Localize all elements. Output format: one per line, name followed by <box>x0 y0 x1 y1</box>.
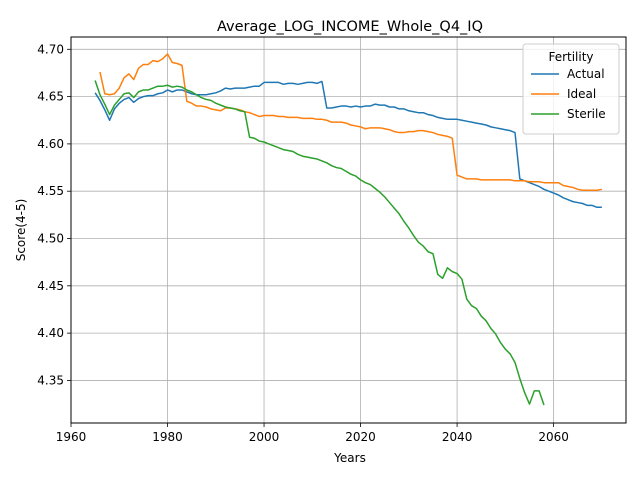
x-tick-label: 2060 <box>538 430 569 444</box>
series-line-actual <box>94 80 602 209</box>
series-line-sterile <box>94 80 545 406</box>
y-axis-label: Score(4-5) <box>14 199 28 262</box>
chart-title: Average_LOG_INCOME_Whole_Q4_IQ <box>217 19 483 35</box>
x-tick-label: 2020 <box>345 430 376 444</box>
x-tick-label: 2040 <box>442 430 473 444</box>
legend-label-sterile: Sterile <box>567 107 606 121</box>
y-tick-label: 4.65 <box>37 90 64 104</box>
legend-box <box>522 43 620 135</box>
x-tick-label: 1980 <box>152 430 183 444</box>
series-lines <box>94 53 603 406</box>
y-tick-label: 4.55 <box>37 184 64 198</box>
y-tick-label: 4.50 <box>37 232 64 246</box>
x-axis-label: Years <box>333 451 366 465</box>
y-tick-label: 4.40 <box>37 326 64 340</box>
x-axis-ticks: 1960 1980 2000 2020 2040 2060 <box>56 423 569 444</box>
legend: Fertility Actual Ideal Sterile <box>522 43 620 135</box>
y-tick-label: 4.35 <box>37 373 64 387</box>
y-axis-ticks: 4.35 4.40 4.45 4.50 4.55 4.60 4.65 4.70 <box>37 42 71 387</box>
y-tick-label: 4.45 <box>37 279 64 293</box>
legend-title: Fertility <box>548 50 593 64</box>
x-tick-label: 1960 <box>56 430 87 444</box>
y-tick-label: 4.70 <box>37 42 64 56</box>
series-line-ideal <box>99 53 603 192</box>
legend-label-ideal: Ideal <box>567 87 596 101</box>
plot-frame <box>70 36 627 424</box>
legend-label-actual: Actual <box>567 67 605 81</box>
y-tick-label: 4.60 <box>37 137 64 151</box>
x-tick-label: 2000 <box>249 430 280 444</box>
